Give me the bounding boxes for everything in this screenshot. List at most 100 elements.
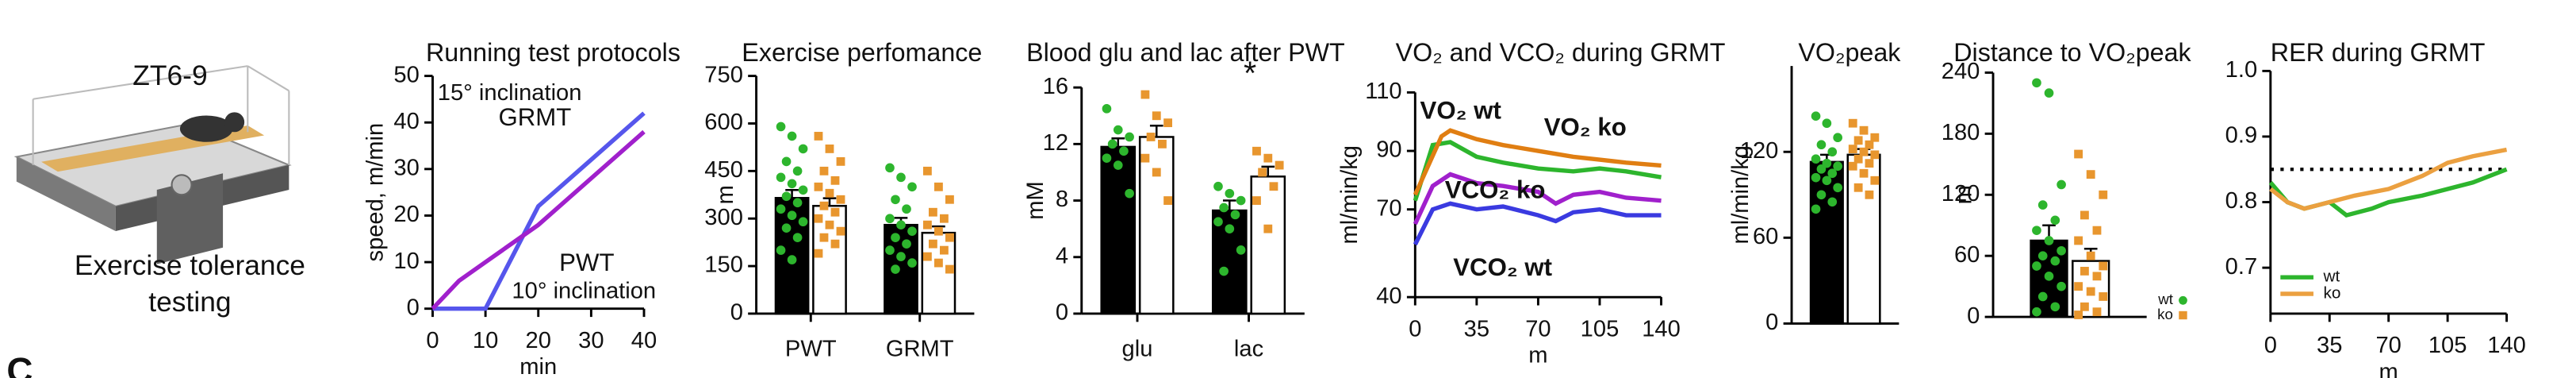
data-point: [814, 132, 823, 141]
data-point: [1275, 160, 1284, 170]
y-tick-label: 450: [704, 157, 743, 183]
data-point: [2074, 310, 2083, 319]
data-point: [1113, 125, 1123, 135]
data-point: [891, 233, 900, 242]
legend-label: wt: [2322, 268, 2340, 286]
annotation: 10° inclination: [512, 279, 656, 304]
data-point: [1146, 133, 1156, 141]
y-tick-label: 60: [1954, 242, 1980, 268]
data-point: [1163, 118, 1173, 128]
data-point: [2080, 302, 2089, 311]
data-point: [1140, 90, 1150, 99]
data-point: [1225, 224, 1235, 233]
data-point: [1119, 146, 1129, 156]
data-point: [825, 220, 834, 230]
y-axis-label: speed, m/min: [362, 123, 388, 262]
x-tick-label: lac: [1234, 336, 1263, 361]
data-point: [2032, 78, 2041, 88]
data-point: [1853, 183, 1863, 192]
x-tick-label: 0: [2264, 333, 2277, 358]
y-axis-label: m: [1951, 185, 1976, 204]
annotation: *: [1244, 55, 1256, 92]
data-point: [933, 182, 943, 191]
data-point: [945, 264, 954, 274]
error-bar: [1222, 199, 1236, 211]
data-point: [933, 258, 943, 268]
y-axis-label: m: [713, 185, 738, 204]
data-point: [787, 131, 797, 141]
data-point: [945, 195, 954, 204]
data-point: [2099, 292, 2108, 301]
legend-marker: [2179, 295, 2187, 305]
data-point: [787, 210, 797, 221]
y-tick-label: 750: [704, 62, 743, 87]
data-point: [819, 201, 829, 210]
y-tick-label: 180: [1942, 120, 1980, 145]
data-point: [1822, 176, 1832, 186]
data-point: [836, 195, 845, 204]
series-label: VO₂ ko: [1544, 113, 1627, 141]
y-tick-label: 150: [704, 253, 743, 278]
chart-title: VO₂ and VCO₂ during GRMT: [1396, 38, 1726, 67]
series-line: [1413, 128, 1662, 196]
data-point: [2037, 291, 2048, 302]
data-point: [2037, 200, 2048, 210]
data-point: [1870, 150, 1880, 160]
data-point: [1833, 161, 1842, 172]
data-point: [1816, 190, 1827, 200]
chart-title: RER during GRMT: [2271, 38, 2486, 67]
data-point: [830, 239, 840, 249]
data-point: [891, 195, 900, 205]
data-point: [1833, 183, 1842, 193]
data-point: [1236, 245, 1246, 255]
data-point: [781, 156, 792, 167]
data-point: [945, 233, 954, 242]
data-point: [2086, 170, 2095, 179]
data-point: [2074, 149, 2083, 159]
bar: [1138, 136, 1175, 315]
x-tick-label: 35: [1464, 316, 1489, 341]
data-point: [2099, 190, 2108, 199]
data-point: [1865, 159, 1874, 168]
error-bar: [1111, 137, 1125, 147]
legend-label: ko: [2157, 306, 2173, 322]
data-point: [814, 249, 823, 258]
data-point: [1113, 160, 1123, 170]
data-point: [1853, 136, 1863, 145]
y-tick-label: 30: [393, 156, 419, 181]
x-tick-label: 20: [526, 328, 551, 353]
data-point: [885, 163, 895, 173]
data-point: [1125, 132, 1134, 142]
error-bar: [1261, 165, 1275, 177]
data-point: [1827, 147, 1838, 157]
data-point: [1827, 197, 1838, 207]
x-tick-label: 40: [631, 328, 657, 353]
x-tick-label: GRMT: [886, 336, 954, 361]
y-tick-label: 0: [407, 295, 420, 320]
data-point: [1213, 181, 1223, 191]
y-tick-label: 20: [393, 202, 419, 227]
y-tick-label: 1.0: [2225, 57, 2258, 83]
data-point: [1822, 158, 1832, 168]
data-point: [798, 185, 808, 195]
y-axis-label: ml/min/kg: [1337, 145, 1363, 244]
data-point: [1140, 153, 1150, 163]
y-tick-label: 0: [1056, 300, 1068, 326]
data-point: [830, 207, 840, 217]
data-point: [776, 204, 786, 214]
y-tick-label: 16: [1043, 74, 1068, 99]
data-point: [896, 252, 906, 261]
data-point: [1263, 224, 1273, 233]
y-tick-label: 0.7: [2225, 254, 2258, 280]
x-tick-label: 70: [1525, 316, 1551, 341]
data-point: [2092, 307, 2102, 317]
data-point: [819, 233, 829, 242]
panel-label: C: [6, 350, 33, 378]
data-point: [2080, 267, 2089, 276]
series-line: [2269, 147, 2508, 211]
data-point: [2086, 251, 2095, 260]
error-bar: [822, 197, 837, 206]
series-label: VO₂ wt: [1420, 97, 1501, 125]
data-point: [940, 245, 949, 255]
data-point: [781, 191, 792, 202]
